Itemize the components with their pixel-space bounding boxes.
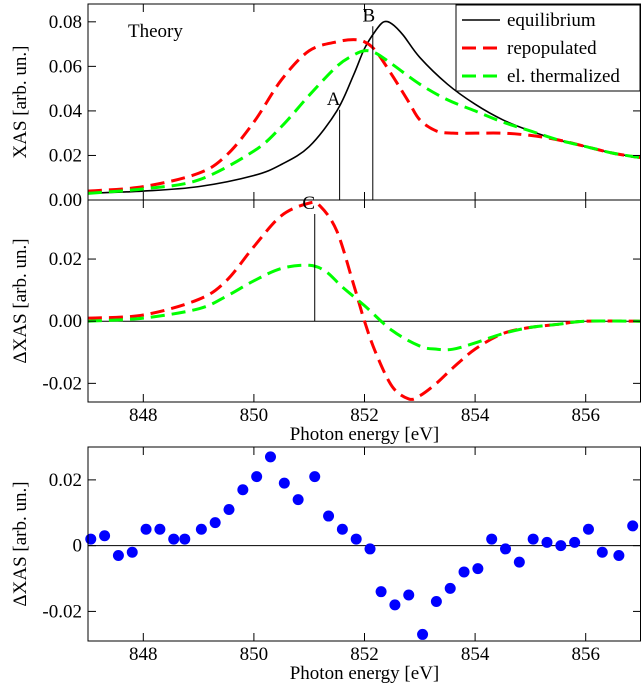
y-tick-label: 0.02 [49,145,82,166]
data-point [154,523,166,535]
x-tick-label: 848 [129,644,158,665]
data-point [458,566,470,578]
x-tick-label: 854 [461,644,490,665]
marker-label-c: C [302,193,315,214]
data-point [472,563,484,575]
data-point [209,517,221,529]
series-line-el-thermalized [87,263,641,352]
x-tick-label: 854 [461,405,490,426]
x-tick-label: 856 [571,644,600,665]
legend-label: equilibrium [507,10,596,31]
y-tick-label: 0 [73,536,83,557]
data-point [444,582,456,594]
data-point [264,451,276,463]
data-point [527,533,539,545]
data-point [555,540,567,552]
data-point [569,536,581,548]
y-tick-label: -0.02 [42,601,82,622]
data-point [336,523,348,535]
experiment-x-axis-label: Photon energy [eV] [290,663,440,684]
y-tick-label: 0.08 [49,12,82,33]
theory-annotation: Theory [128,21,183,42]
data-point [140,523,152,535]
data-point [251,471,263,483]
data-point [237,484,249,496]
delta-theory-x-axis-label: Photon energy [eV] [290,424,440,445]
series-line-repopulated [87,200,641,401]
data-point [168,533,180,545]
data-point [486,533,498,545]
y-tick-label: 0.02 [49,249,82,270]
data-point [627,520,639,532]
delta-xas-theory-panel: C -0.02 0.00 0.02 848 850 852 854 856 ΔXAS [ar… [10,193,641,445]
data-point [582,523,594,535]
data-point [417,628,429,640]
experiment-y-axis-label: ΔXAS [arb. un.] [10,481,31,606]
data-point [430,596,442,608]
x-tick-label: 852 [350,644,379,665]
data-point [112,550,124,562]
data-point [195,523,207,535]
x-tick-label: 848 [129,405,158,426]
xas-y-axis-label: XAS [arb. un.] [10,46,31,159]
x-tick-label: 856 [571,405,600,426]
delta-xas-experiment-panel: -0.02 0 0.02 848 850 852 854 856 ΔXAS [arb. un… [10,446,641,684]
x-tick-label: 850 [240,644,269,665]
data-point [389,599,401,611]
data-point [513,556,525,568]
data-point [350,533,362,545]
delta-theory-plot-frame [87,199,641,403]
legend: equilibrium repopulated el. thermalized [455,4,641,92]
series-line-el-thermalized [87,49,641,195]
data-point [596,546,608,558]
data-point [99,530,111,542]
data-point [613,550,625,562]
marker-label-a: A [327,89,341,110]
data-point [364,543,376,555]
xas-panel: A B 0.00 0.02 0.04 0.06 0.08 XAS [arb. un.] T… [10,3,641,211]
series-line-repopulated [87,38,641,193]
x-tick-label: 852 [350,405,379,426]
legend-label: repopulated [507,38,597,59]
y-tick-label: 0.00 [49,311,82,332]
data-point [292,494,304,506]
data-point [309,471,321,483]
y-tick-label: -0.02 [42,373,82,394]
y-tick-label: 0.04 [49,101,83,122]
data-point [541,536,553,548]
legend-label: el. thermalized [507,66,620,87]
y-tick-label: 0.00 [49,190,82,211]
y-tick-label: 0.06 [49,56,82,77]
data-point [223,503,235,515]
data-point [403,589,415,601]
data-point [323,510,335,522]
data-point [375,586,387,598]
y-tick-label: 0.02 [49,470,82,491]
data-point [179,533,191,545]
data-point [126,546,138,558]
data-point [500,543,512,555]
delta-theory-y-axis-label: ΔXAS [arb. un.] [10,238,31,363]
marker-label-b: B [362,5,375,26]
x-tick-label: 850 [240,405,269,426]
data-point [278,477,290,489]
data-point [85,533,97,545]
